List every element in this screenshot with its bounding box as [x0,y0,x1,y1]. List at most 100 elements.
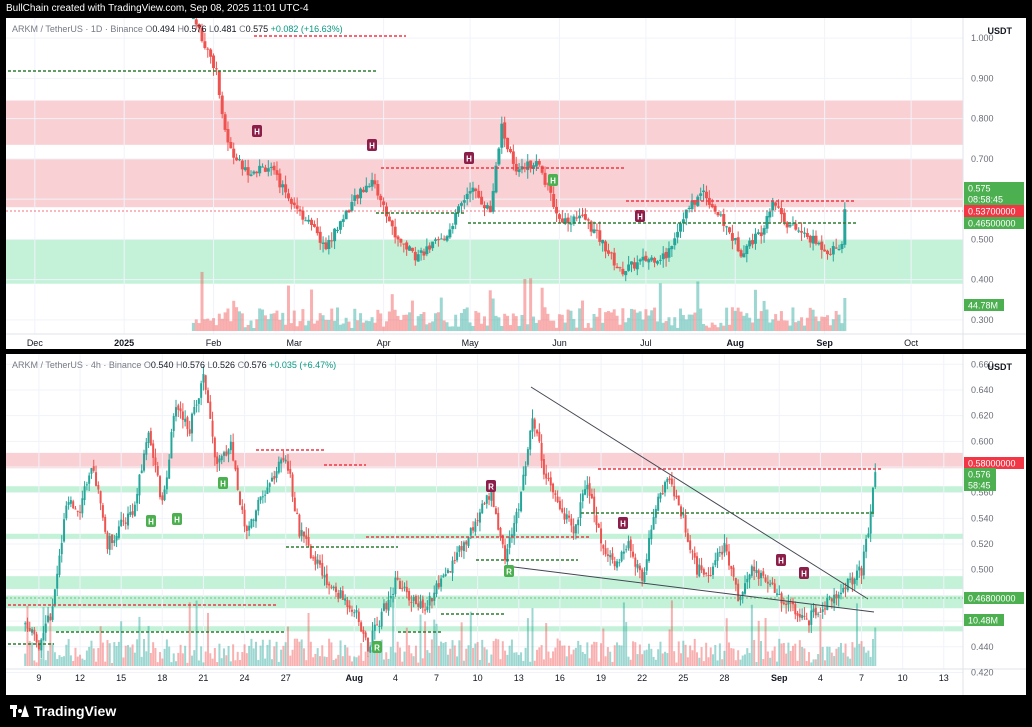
candle-body [261,496,264,498]
candle-body [643,572,646,582]
candle-body [191,413,194,434]
candle-body [143,453,146,471]
volume-bar [328,638,331,666]
volume-bar [229,661,232,666]
candle-body [474,521,477,532]
candle-body [606,250,610,254]
candle-body [376,183,380,196]
candle-body [314,556,317,565]
volume-bar [99,626,102,666]
volume-bar [138,616,141,666]
candle-body [206,48,210,50]
volume-bar [339,640,342,666]
volume-bar [817,321,821,331]
candle-body [739,596,742,600]
volume-bar [721,659,724,666]
volume-bar [35,662,38,666]
volume-bar [693,638,696,666]
volume-bar [506,654,509,666]
candle-body [252,519,255,521]
price-tick-label: 1.000 [971,33,994,43]
candle-body [581,214,585,216]
candle-body [122,520,125,522]
candle-body [618,267,622,269]
volume-bar [630,308,634,331]
volume-bar [874,627,877,666]
volume-bar [586,642,589,666]
volume-bar [252,648,255,666]
volume-bar [373,646,376,666]
volume-bar [549,320,553,331]
volume-bar [263,315,267,331]
candle-body [510,534,513,537]
volume-bar [606,647,609,666]
candle-body [716,552,719,561]
candle-body [581,493,584,502]
volume-bar [213,648,216,666]
candle-body [136,493,139,504]
volume-bar [598,308,602,331]
volume-bar [170,662,173,666]
candle-body [35,634,38,643]
high-marker [548,174,558,186]
high-marker [776,554,786,566]
candle-body [252,171,256,174]
volume-bar [513,652,516,666]
volume-bar [814,316,818,331]
time-tick-label: 13 [939,673,949,683]
volume-bar [805,317,809,331]
candle-body [817,613,820,615]
volume-bar [769,657,772,666]
candle-body [203,41,207,48]
volume-bar [545,623,548,666]
candle-body [833,594,836,604]
candle-body [762,228,766,235]
candle-body [246,167,250,176]
volume-bar [716,660,719,666]
candle-body [200,383,203,398]
candle-body [750,566,753,576]
volume-bar [69,655,72,666]
volume-bar [497,639,500,666]
volume-bar [318,656,321,666]
candle-body [684,515,687,533]
candle-body [556,496,559,502]
candle-body [555,206,559,214]
volume-bar [575,327,579,331]
volume-bar [517,325,521,331]
candle-body [188,429,191,434]
volume-bar [681,315,685,331]
high-marker [252,125,262,137]
candle-body [558,500,561,510]
candle-body [392,593,395,595]
volume-bar [232,300,236,331]
volume-bar [768,322,772,331]
volume-bar [350,327,354,331]
candle-body [236,467,239,490]
volume-bar [601,322,605,331]
candle-body [533,419,536,429]
volume-bar [699,308,703,331]
volume-bar [742,315,746,331]
volume-bar [480,323,484,331]
candle-body [627,541,630,549]
candle-body [177,405,180,410]
volume-bar [305,660,308,666]
volume-bar [412,656,415,666]
candle-body [810,610,813,625]
volume-bar [428,322,432,331]
candle-body [515,511,518,524]
volume-bar [526,618,529,666]
volume-bar [472,647,475,666]
volume-bar [419,314,423,331]
candle-body [277,461,280,473]
candle-body [843,209,847,245]
candle-body [347,210,351,213]
volume-bar [830,652,833,666]
candle-body [789,602,792,604]
volume-bar [748,652,751,666]
